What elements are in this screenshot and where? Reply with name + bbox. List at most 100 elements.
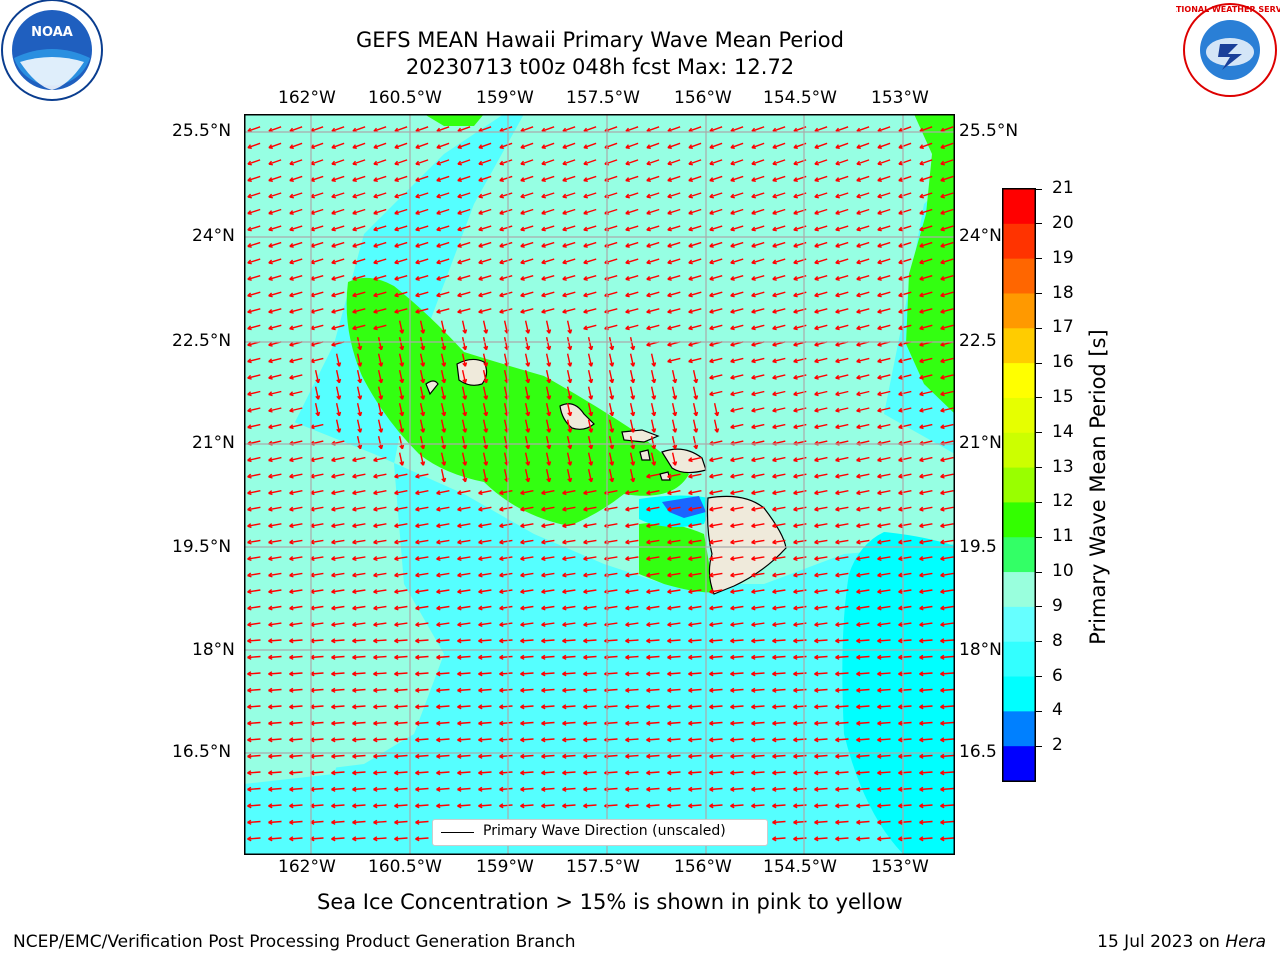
wave-arrow (751, 423, 765, 429)
wave-arrow-head (751, 259, 756, 265)
wave-arrow (671, 386, 677, 400)
wave-arrow-head (919, 720, 924, 726)
wave-arrow (667, 655, 681, 659)
wave-arrow-head (835, 424, 840, 430)
wave-arrow (898, 473, 912, 478)
wave-arrow (772, 374, 786, 379)
wave-arrow-head (331, 605, 336, 611)
wave-arrow-head (373, 523, 378, 529)
wave-arrow (940, 639, 954, 642)
wave-arrow-head (562, 226, 567, 232)
wave-arrow (247, 308, 261, 313)
wave-arrow (814, 241, 828, 248)
wave-arrow (646, 142, 660, 149)
wave-arrow (562, 506, 576, 511)
wave-arrow (898, 837, 912, 840)
wave-arrow (856, 771, 870, 774)
wave-arrow (520, 539, 534, 544)
wave-arrow (814, 175, 828, 182)
wave-arrow (436, 738, 450, 741)
wave-arrow (247, 572, 261, 577)
wave-arrow-head (709, 605, 714, 611)
wave-arrow (940, 572, 954, 577)
wave-arrow-head (751, 572, 756, 578)
wave-arrow (919, 192, 933, 198)
wave-arrow-head (436, 803, 441, 809)
wave-arrow-head (373, 160, 378, 166)
wave-arrow-head (709, 720, 714, 726)
wave-arrow (856, 473, 870, 478)
wave-arrow-head (541, 704, 546, 710)
wave-arrow (289, 142, 303, 149)
wave-arrow (394, 506, 408, 511)
wave-arrow (541, 622, 555, 626)
wave-arrow-head (751, 325, 756, 331)
wave-arrow (709, 208, 723, 215)
wave-arrow-head (541, 490, 546, 496)
wave-arrow (688, 159, 702, 165)
wave-arrow-head (588, 378, 594, 384)
wave-arrow (419, 419, 425, 433)
wave-arrow (814, 291, 828, 297)
wave-arrow (877, 324, 891, 330)
wave-arrow-head (814, 358, 819, 364)
wave-arrow (856, 407, 870, 412)
wave-arrow-head (289, 144, 294, 149)
lat-tick-left: 21°N (192, 433, 235, 453)
wave-arrow-head (499, 506, 504, 512)
wave-arrow (940, 490, 954, 494)
wave-arrow (545, 469, 551, 482)
wave-arrow-head (835, 704, 840, 710)
wave-arrow (835, 126, 849, 132)
wave-arrow-head (772, 473, 777, 479)
wave-arrow-head (751, 654, 756, 660)
wave-arrow-head (793, 523, 798, 529)
wave-arrow (650, 452, 656, 466)
wave-arrow (898, 275, 912, 280)
wave-arrow (247, 192, 261, 198)
wave-arrow (814, 589, 828, 593)
wave-arrow-head (457, 638, 462, 644)
wave-arrow-head (268, 506, 273, 512)
wave-arrow-head (919, 210, 924, 215)
wave-arrow (289, 374, 303, 379)
wave-arrow (688, 639, 702, 642)
wave-arrow-head (562, 276, 567, 281)
wave-arrow (835, 771, 849, 774)
wave-arrow-head (877, 572, 882, 578)
wave-arrow-head (289, 424, 294, 430)
wave-arrow-head (856, 391, 861, 397)
wave-arrow (877, 275, 891, 280)
wave-arrow (835, 556, 849, 560)
wave-arrow-head (751, 737, 756, 743)
wave-arrow (478, 754, 492, 758)
colorbar-tick-mark (1036, 641, 1042, 643)
wave-arrow (629, 436, 635, 449)
wave-arrow (331, 225, 345, 231)
wave-arrow-head (373, 539, 378, 545)
wave-arrow (268, 738, 282, 741)
wave-arrow (541, 241, 555, 248)
wave-arrow-head (772, 374, 777, 380)
wave-arrow (667, 688, 681, 692)
wave-arrow (352, 754, 366, 758)
wave-arrow (730, 556, 744, 560)
wave-arrow-head (420, 378, 426, 384)
wave-arrow (709, 357, 723, 363)
wave-arrow-head (709, 687, 714, 693)
wave-arrow-head (378, 378, 384, 384)
wave-arrow (247, 456, 261, 462)
wave-arrow-head (583, 704, 588, 710)
wave-arrow (331, 208, 345, 215)
wave-arrow (667, 771, 681, 774)
wave-arrow-head (688, 704, 693, 710)
wave-arrow (835, 456, 849, 462)
wave-arrow-head (373, 490, 378, 496)
wave-arrow (482, 386, 488, 400)
wave-arrow (625, 539, 639, 544)
wave-arrow-head (940, 819, 945, 825)
wave-arrow-head (436, 259, 441, 265)
wave-arrow-head (436, 276, 441, 281)
wave-arrow-head (546, 411, 552, 417)
wave-arrow-head (352, 193, 357, 199)
